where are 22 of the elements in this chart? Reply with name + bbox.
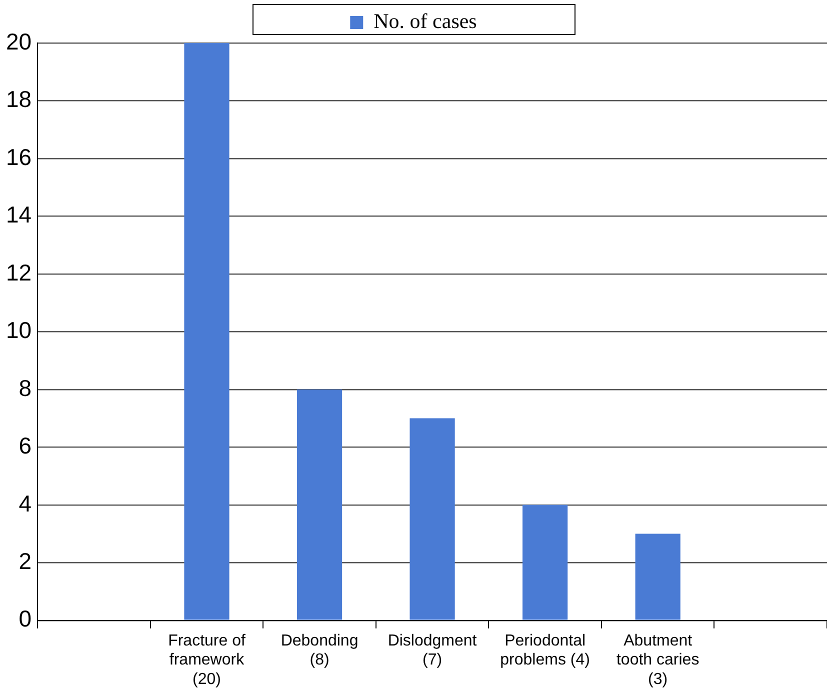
x-tick-label: Periodontal problems (4): [500, 632, 590, 669]
y-tick-label: 12: [6, 259, 32, 286]
y-tick-label: 4: [18, 490, 32, 516]
bar: [635, 534, 680, 620]
y-tick-label: 20: [6, 28, 32, 54]
bar: [296, 389, 342, 620]
y-tick-label: 10: [6, 317, 32, 344]
x-tick-label: Abutment tooth caries (3): [616, 632, 700, 688]
legend-label: No. of cases: [374, 9, 477, 34]
y-tick-label: 0: [18, 606, 32, 632]
y-tick-label: 18: [6, 86, 32, 112]
bar: [410, 418, 455, 620]
y-tick-label: 8: [18, 374, 32, 401]
x-tick-label: Dislodgment (7): [388, 632, 478, 669]
x-tick-label: Debonding (8): [280, 632, 358, 669]
bar: [184, 43, 230, 620]
y-tick-label: 2: [18, 548, 32, 574]
y-tick-label: 14: [6, 202, 32, 228]
y-tick-label: 16: [6, 144, 32, 170]
y-tick-label: 6: [18, 432, 32, 459]
bar: [522, 504, 568, 620]
x-tick-label: Fracture of framework (20): [168, 632, 246, 688]
